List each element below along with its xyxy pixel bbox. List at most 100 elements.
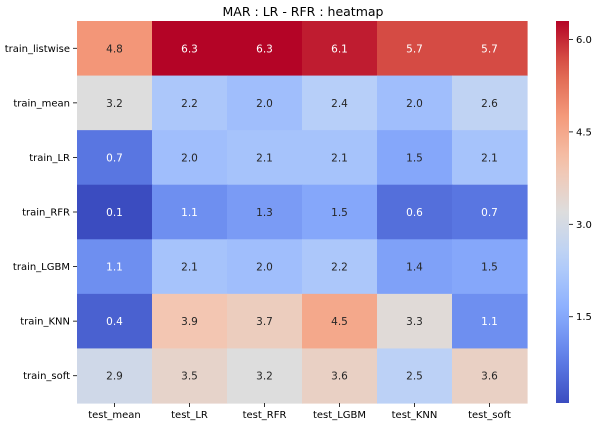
heatmap-cell xyxy=(452,184,528,240)
heatmap-cell xyxy=(377,348,453,404)
cell-value-label: 3.3 xyxy=(406,316,423,328)
row-tick-label: train_soft xyxy=(23,371,70,382)
heatmap-cell xyxy=(227,75,303,131)
heatmap-cell xyxy=(77,75,153,131)
row-tick-label: train_mean xyxy=(13,98,70,109)
heatmap-cell xyxy=(452,130,528,186)
column-tick-label: test_LGBM xyxy=(313,410,366,421)
row-tick-label: train_listwise xyxy=(5,44,70,55)
cell-value-label: 1.3 xyxy=(256,207,273,219)
cell-value-label: 2.1 xyxy=(181,262,198,274)
column-tick-label: test_mean xyxy=(88,410,141,421)
heatmap-cell xyxy=(302,293,378,350)
cell-value-label: 1.5 xyxy=(406,152,423,164)
heatmap-cell xyxy=(227,293,303,350)
row-tick-label: train_LGBM xyxy=(13,262,70,273)
heatmap-cell xyxy=(302,21,378,77)
heatmap-cell xyxy=(227,348,303,404)
cell-value-label: 3.2 xyxy=(106,98,123,110)
heatmap-cell xyxy=(302,348,378,404)
cell-value-label: 1.1 xyxy=(481,316,498,328)
cell-value-label: 3.2 xyxy=(256,371,273,383)
cell-value-label: 4.8 xyxy=(106,43,123,55)
heatmap-cell xyxy=(377,293,453,350)
colorbar-tick-label: 6.0 xyxy=(576,35,592,46)
heatmap-cell xyxy=(152,75,228,131)
cell-value-label: 2.0 xyxy=(256,262,273,274)
heatmap-cell xyxy=(152,348,228,404)
heatmap-cell xyxy=(77,348,153,404)
column-tick-labels: test_mean test_LR test_RFR test_LGBM test_KN… xyxy=(88,403,511,421)
cell-value-label: 1.5 xyxy=(331,207,348,219)
cell-value-label: 1.1 xyxy=(106,262,123,274)
heatmap-cell xyxy=(152,293,228,350)
cell-value-label: 1.1 xyxy=(181,207,198,219)
cell-value-label: 2.2 xyxy=(331,262,348,274)
cell-value-label: 0.7 xyxy=(481,207,498,219)
heatmap-cell xyxy=(152,21,228,77)
heatmap-cell xyxy=(152,239,228,295)
heatmap-cell xyxy=(77,21,153,77)
heatmap-cell xyxy=(77,293,153,350)
heatmap-cell xyxy=(377,239,453,295)
cell-value-label: 2.5 xyxy=(406,371,423,383)
cell-value-label: 2.0 xyxy=(406,98,423,110)
column-tick-label: test_KNN xyxy=(392,410,438,421)
cell-value-label: 2.4 xyxy=(331,98,348,110)
column-tick-label: test_LR xyxy=(171,410,208,421)
colorbar-tick-label: 1.5 xyxy=(576,312,592,323)
cell-value-label: 2.0 xyxy=(181,152,198,164)
heatmap-cell xyxy=(377,21,453,77)
cell-value-label: 1.5 xyxy=(481,262,498,274)
cell-value-label: 3.9 xyxy=(181,316,198,328)
heatmap-cell xyxy=(227,21,303,77)
heatmap-cells: 4.8 6.3 6.3 6.1 5.7 5.7 3.2 2.2 2.0 2.4 2.0 2.6 0.7 2… xyxy=(77,21,528,404)
cell-value-label: 5.7 xyxy=(481,43,498,55)
cell-value-label: 5.7 xyxy=(406,43,423,55)
heatmap-cell xyxy=(227,239,303,295)
cell-value-label: 2.9 xyxy=(106,371,123,383)
cell-value-label: 6.1 xyxy=(331,43,348,55)
heatmap-cell xyxy=(227,184,303,240)
cell-value-label: 0.4 xyxy=(106,316,123,328)
heatmap-cell xyxy=(302,184,378,240)
cell-value-label: 6.3 xyxy=(181,43,198,55)
colorbar-tick-label: 3.0 xyxy=(576,220,592,231)
row-tick-labels: train_listwise train_mean train_LR train_RF… xyxy=(5,44,77,382)
cell-value-label: 3.6 xyxy=(481,371,498,383)
cell-value-label: 6.3 xyxy=(256,43,273,55)
cell-value-label: 2.1 xyxy=(481,152,498,164)
colorbar-tick-label: 4.5 xyxy=(576,127,592,138)
column-tick-label: test_RFR xyxy=(243,410,287,421)
row-tick-label: train_LR xyxy=(29,153,70,164)
heatmap-cell xyxy=(152,130,228,186)
colorbar: 1.5 3.0 4.5 6.0 xyxy=(556,21,592,403)
heatmap-cell xyxy=(452,239,528,295)
cell-value-label: 0.6 xyxy=(406,207,423,219)
cell-value-label: 3.7 xyxy=(256,316,273,328)
heatmap-cell xyxy=(302,130,378,186)
cell-value-label: 2.2 xyxy=(181,98,198,110)
row-tick-label: train_KNN xyxy=(20,317,70,328)
heatmap-cell xyxy=(77,130,153,186)
cell-value-label: 3.6 xyxy=(331,371,348,383)
heatmap-cell xyxy=(452,293,528,350)
heatmap-cell xyxy=(452,21,528,77)
heatmap-cell xyxy=(377,184,453,240)
cell-value-label: 0.7 xyxy=(106,152,123,164)
cell-value-label: 2.6 xyxy=(481,98,498,110)
row-tick-label: train_RFR xyxy=(22,208,70,219)
heatmap-cell xyxy=(302,75,378,131)
heatmap-cell xyxy=(452,75,528,131)
heatmap-cell xyxy=(77,184,153,240)
cell-value-label: 4.5 xyxy=(331,316,348,328)
heatmap-cell xyxy=(152,184,228,240)
heatmap-cell xyxy=(377,130,453,186)
column-tick-label: test_soft xyxy=(468,410,511,421)
cell-value-label: 0.1 xyxy=(106,207,123,219)
cell-value-label: 2.0 xyxy=(256,98,273,110)
heatmap-cell xyxy=(377,75,453,131)
heatmap-cell xyxy=(302,239,378,295)
